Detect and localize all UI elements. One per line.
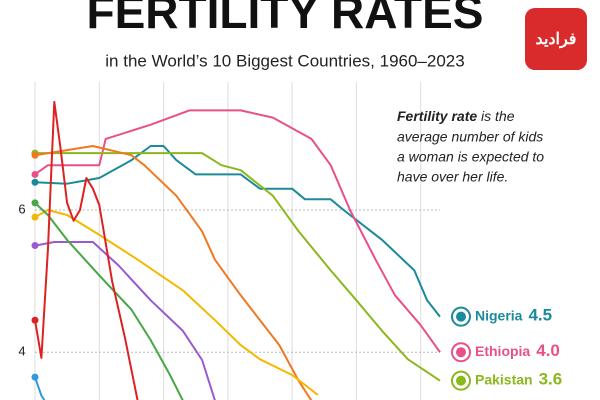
series-line	[34, 241, 216, 400]
plot	[31, 100, 441, 400]
start-dot	[31, 151, 39, 159]
grid	[34, 82, 440, 400]
y-tick-label: 6	[18, 201, 25, 216]
value-label: 4.0	[536, 342, 560, 361]
series-line	[34, 109, 441, 353]
chart-subtitle: in the World’s 10 Biggest Countries, 196…	[105, 51, 464, 70]
legend-label: Ethiopia	[475, 343, 530, 359]
series-line	[34, 145, 441, 318]
series-line	[34, 376, 46, 400]
annotation-line: a woman is expected to	[397, 149, 544, 165]
start-dot	[31, 213, 39, 221]
y-tick-label: 4	[18, 344, 25, 359]
start-dot	[31, 170, 39, 178]
annotation-line: average number of kids	[397, 129, 543, 145]
series-line	[34, 209, 319, 396]
value-label: 3.6	[539, 370, 563, 389]
flag-inner	[456, 311, 466, 322]
flag-inner	[456, 347, 466, 358]
annotation-line: is the	[481, 108, 515, 124]
annotation-line: have over her life.	[397, 169, 508, 185]
series-line	[34, 202, 184, 400]
chart-title: FERTILITY RATES	[87, 0, 484, 38]
end-label: Nigeria 4.5	[475, 306, 552, 325]
start-dot	[31, 316, 39, 324]
annotation: Fertility rate is the	[397, 108, 515, 124]
legend-label: Pakistan	[475, 371, 533, 387]
start-dot	[31, 199, 39, 207]
logo-box	[525, 8, 587, 70]
logo: فرادید	[536, 31, 577, 49]
legend-label: Nigeria	[475, 307, 523, 323]
series-line	[34, 100, 139, 400]
annotation-term: Fertility rate	[397, 108, 477, 124]
start-dot	[31, 178, 39, 186]
flag-inner	[456, 375, 466, 386]
series-line	[35, 152, 441, 382]
series-line	[34, 145, 313, 400]
end-label: Pakistan 3.6	[475, 370, 562, 389]
end-label: Ethiopia 4.0	[475, 342, 560, 361]
start-dot	[31, 242, 39, 250]
value-label: 4.5	[528, 306, 552, 325]
start-dot	[31, 373, 39, 381]
